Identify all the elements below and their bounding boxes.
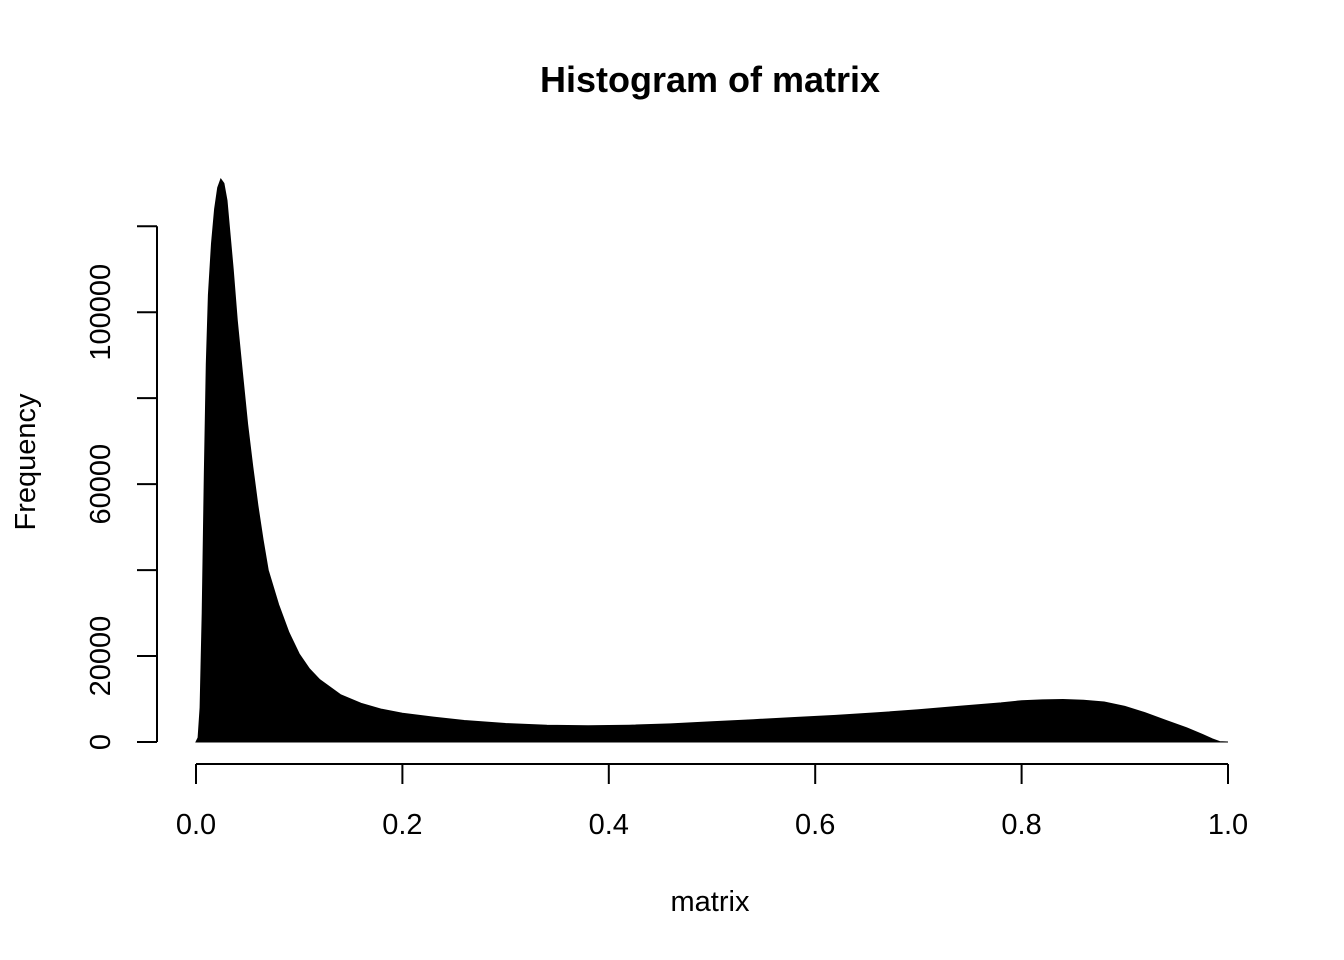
x-axis-label: matrix [671,886,750,918]
x-tick-label: 0.2 [382,809,422,841]
plot-area [195,177,1229,743]
histogram-area [195,177,1229,743]
x-tick-label: 0.4 [589,809,629,841]
y-axis: 0 20000 60000 100000 [85,225,158,750]
x-axis: 0.0 0.2 0.4 0.6 0.8 1.0 [176,763,1248,841]
y-axis-label: Frequency [10,393,42,531]
x-tick-label: 0.8 [1001,809,1041,841]
y-tick-label: 60000 [85,444,117,525]
x-tick-label: 0.6 [795,809,835,841]
y-tick-label: 100000 [85,264,117,361]
chart-title: Histogram of matrix [540,59,880,100]
y-tick-label: 20000 [85,616,117,697]
x-tick-label: 0.0 [176,809,216,841]
y-tick-label: 0 [85,734,117,750]
x-tick-label: 1.0 [1208,809,1248,841]
